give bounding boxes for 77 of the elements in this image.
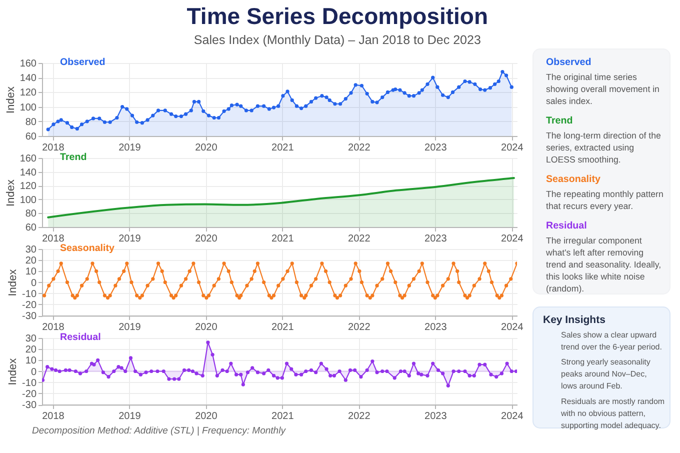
x-tick-label: 2018 bbox=[42, 142, 65, 154]
y-tick-label: 10 bbox=[25, 356, 37, 367]
y-tick-label: 120 bbox=[20, 181, 37, 192]
series-label: Residual bbox=[60, 332, 102, 343]
y-tick-label: 10 bbox=[25, 266, 37, 278]
x-tick-label: 2021 bbox=[272, 142, 294, 154]
y-tick-label: 60 bbox=[25, 222, 37, 234]
text: Trend bbox=[60, 152, 87, 163]
y-axis-title: Index bbox=[7, 358, 20, 386]
x-tick-label: 2021 bbox=[272, 322, 294, 333]
y-tick-label: -10 bbox=[22, 378, 37, 389]
x-tick-label: 2024 bbox=[501, 322, 524, 333]
x-tick-label: 2021 bbox=[272, 234, 294, 244]
y-tick-label: 20 bbox=[25, 344, 37, 356]
y-tick-label: 100 bbox=[20, 194, 37, 206]
x-tick-label: 2023 bbox=[424, 142, 448, 154]
x-tick-label: 2019 bbox=[118, 142, 142, 154]
y-tick-label: 60 bbox=[25, 132, 37, 142]
x-tick-label: 2022 bbox=[348, 322, 371, 333]
x-tick-label: 2023 bbox=[424, 234, 448, 244]
text: Sales show a clear upward trend over the 6-year period. bbox=[561, 330, 662, 352]
x-tick-label: 2022 bbox=[348, 142, 371, 154]
text: Trend bbox=[546, 116, 573, 126]
y-tick-label: 80 bbox=[25, 116, 37, 128]
y-tick-label: 80 bbox=[25, 208, 37, 220]
x-tick-label: 2018 bbox=[42, 411, 65, 422]
y-tick-label: 0 bbox=[30, 278, 37, 289]
y-axis-title: Index bbox=[4, 179, 17, 206]
y-axis-title: Index bbox=[7, 268, 20, 296]
text: The repeating monthly pattern that recurs every year. bbox=[546, 189, 664, 212]
y-tick-label: -30 bbox=[22, 311, 37, 322]
text: Decomposition Method: Additive (STL) | Frequency: Monthly bbox=[32, 426, 287, 436]
y-tick-label: -20 bbox=[22, 388, 37, 400]
text: The irregular component what's left after removing trend and seasonality. Ideally, this looks like white noise (random). bbox=[545, 236, 662, 294]
y-axis-title: Index bbox=[4, 86, 17, 114]
x-tick-label: 2024 bbox=[501, 142, 524, 154]
series-label: Seasonality bbox=[60, 243, 116, 254]
y-tick-label: 120 bbox=[20, 88, 37, 99]
x-tick-label: 2023 bbox=[424, 322, 448, 333]
y-tick-label: 140 bbox=[20, 167, 37, 178]
x-tick-label: 2019 bbox=[118, 234, 142, 244]
y-tick-label: 140 bbox=[20, 73, 37, 84]
x-tick-label: 2020 bbox=[195, 322, 218, 333]
y-tick-label: 30 bbox=[25, 244, 37, 256]
x-tick-label: 2019 bbox=[118, 411, 142, 422]
y-tick-label: -20 bbox=[22, 300, 37, 311]
chart-subtitle: Sales Index (Monthly Data) – Jan 2018 to Dec 2023 bbox=[194, 33, 481, 47]
y-tick-label: 20 bbox=[25, 256, 37, 267]
x-tick-label: 2020 bbox=[195, 234, 218, 244]
y-tick-label: 160 bbox=[20, 154, 37, 164]
x-tick-label: 2020 bbox=[195, 411, 218, 422]
y-tick-label: -10 bbox=[22, 288, 37, 300]
x-tick-label: 2024 bbox=[501, 234, 524, 244]
x-tick-label: 2022 bbox=[348, 234, 371, 244]
y-tick-label: 160 bbox=[20, 58, 37, 70]
text: Residual bbox=[546, 220, 588, 232]
x-tick-label: 2024 bbox=[501, 411, 524, 422]
x-tick-label: 2018 bbox=[42, 322, 65, 333]
x-tick-label: 2022 bbox=[348, 411, 371, 422]
text: Strong yearly seasonality peaks around Nov–Dec, lows around Feb. bbox=[561, 358, 650, 391]
y-tick-label: -30 bbox=[22, 400, 37, 411]
text: Seasonality bbox=[546, 174, 602, 185]
y-tick-label: 0 bbox=[30, 366, 37, 378]
y-tick-label: 30 bbox=[25, 334, 37, 344]
text: The original time series showing overall movement in sales index. bbox=[546, 72, 660, 106]
y-tick-label: 100 bbox=[20, 102, 37, 114]
x-tick-label: 2018 bbox=[42, 234, 65, 244]
x-tick-label: 2019 bbox=[118, 322, 142, 333]
x-tick-label: 2020 bbox=[195, 142, 218, 154]
x-tick-label: 2021 bbox=[272, 411, 294, 422]
chart-title: Time Series Decomposition bbox=[186, 3, 488, 29]
text: Key Insights bbox=[543, 314, 606, 326]
x-tick-label: 2023 bbox=[424, 411, 448, 422]
text: The long-term direction of the series, extracted using LOESS smoothing. bbox=[546, 130, 662, 165]
text: Observed bbox=[60, 57, 106, 68]
text: Observed bbox=[546, 57, 592, 68]
text: Residuals are mostly random with no obvious pattern, supporting model adequacy. bbox=[560, 397, 665, 430]
